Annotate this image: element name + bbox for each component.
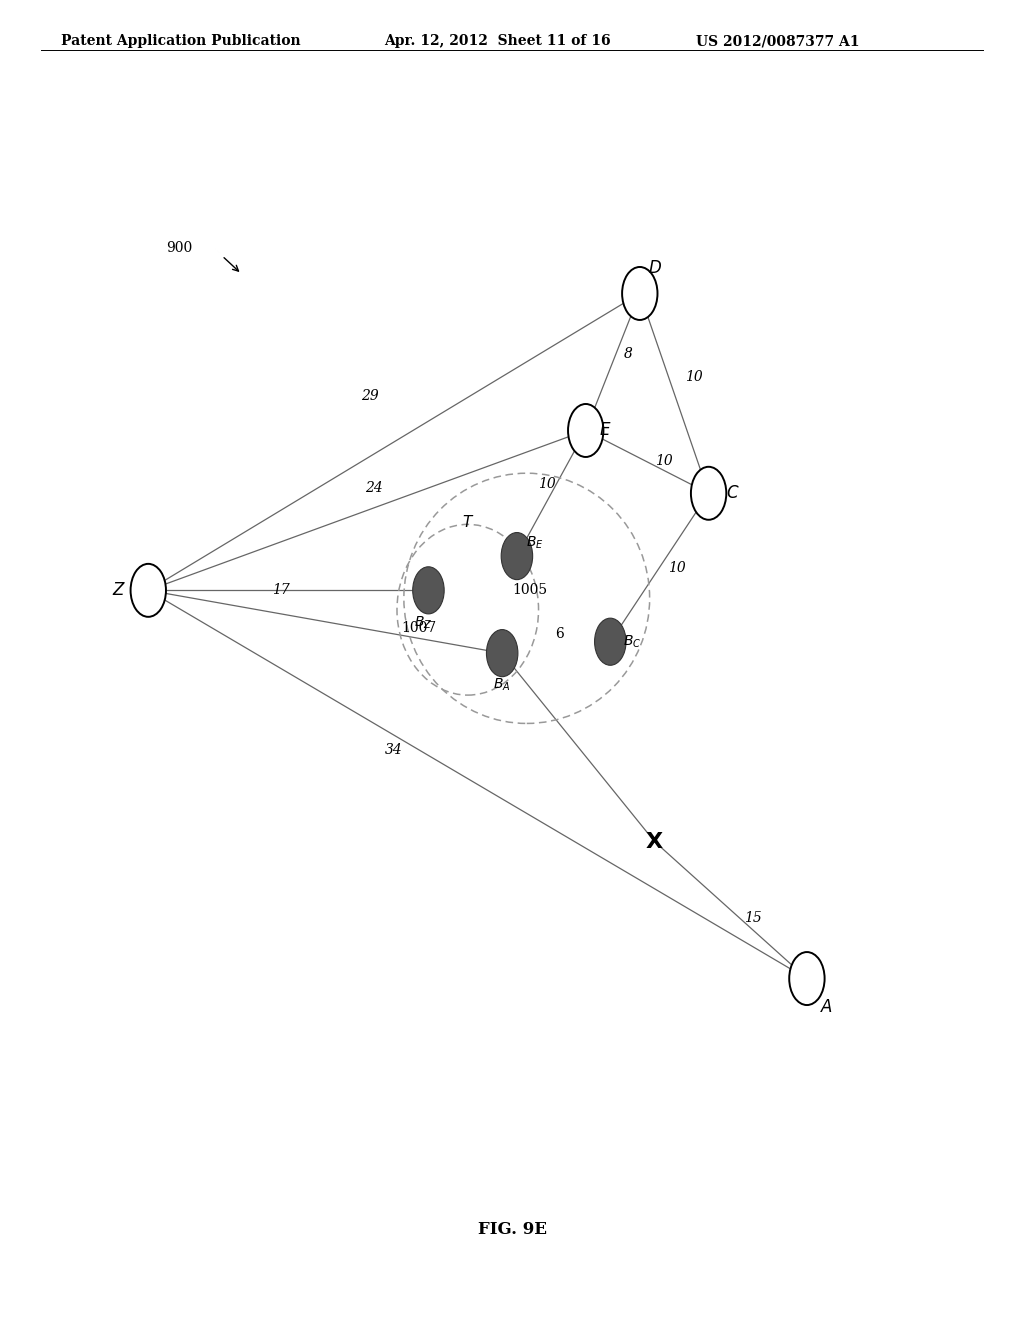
Text: US 2012/0087377 A1: US 2012/0087377 A1 <box>696 34 860 49</box>
Text: $A$: $A$ <box>820 999 834 1015</box>
Text: Apr. 12, 2012  Sheet 11 of 16: Apr. 12, 2012 Sheet 11 of 16 <box>384 34 610 49</box>
Text: 24: 24 <box>366 480 383 495</box>
Text: $E$: $E$ <box>599 422 611 440</box>
Text: FIG. 9E: FIG. 9E <box>477 1221 547 1238</box>
Ellipse shape <box>691 467 726 520</box>
Text: Patent Application Publication: Patent Application Publication <box>61 34 301 49</box>
Ellipse shape <box>568 404 603 457</box>
Text: 10: 10 <box>669 561 686 574</box>
Text: 900: 900 <box>166 240 193 255</box>
Ellipse shape <box>501 532 532 579</box>
Text: $\mathbf{X}$: $\mathbf{X}$ <box>645 832 664 851</box>
Ellipse shape <box>131 564 166 616</box>
Text: $B_A$: $B_A$ <box>494 677 511 693</box>
Text: 17: 17 <box>272 583 290 598</box>
Text: 10: 10 <box>538 477 555 491</box>
Text: $C$: $C$ <box>726 484 740 502</box>
Text: $T$: $T$ <box>462 513 474 529</box>
Text: $B_Z$: $B_Z$ <box>415 614 433 631</box>
Text: 8: 8 <box>624 347 633 360</box>
Ellipse shape <box>623 267 657 319</box>
Ellipse shape <box>486 630 518 677</box>
Text: 1005: 1005 <box>512 583 547 598</box>
Text: $B_C$: $B_C$ <box>623 634 641 649</box>
Text: 34: 34 <box>385 743 402 758</box>
Text: $Z$: $Z$ <box>112 582 126 599</box>
Text: 1007: 1007 <box>401 620 436 635</box>
Text: 6: 6 <box>555 627 563 640</box>
Text: $D$: $D$ <box>647 260 662 277</box>
Ellipse shape <box>413 566 444 614</box>
Text: 10: 10 <box>655 454 673 469</box>
Text: 29: 29 <box>360 389 378 403</box>
Ellipse shape <box>595 618 626 665</box>
Text: $B_E$: $B_E$ <box>525 535 544 550</box>
Text: 15: 15 <box>744 911 762 925</box>
Ellipse shape <box>790 952 824 1005</box>
Text: 10: 10 <box>685 370 702 384</box>
